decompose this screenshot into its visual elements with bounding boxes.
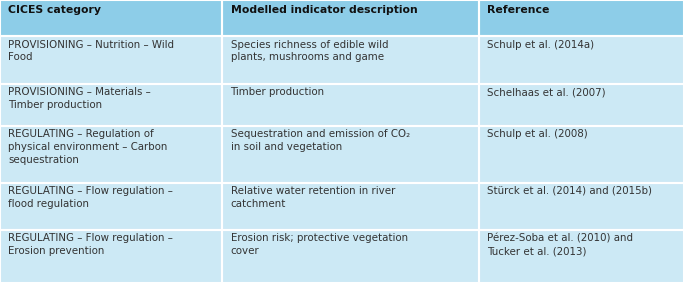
Text: REGULATING – Regulation of
physical environment – Carbon
sequestration: REGULATING – Regulation of physical envi…: [8, 129, 168, 165]
Bar: [479, 0, 684, 36]
Bar: [222, 126, 479, 183]
Bar: [222, 183, 479, 230]
Bar: [0, 230, 222, 283]
Bar: [479, 36, 684, 84]
Text: Timber production: Timber production: [231, 87, 325, 97]
Text: Schulp et al. (2008): Schulp et al. (2008): [487, 129, 588, 140]
Text: REGULATING – Flow regulation –
Erosion prevention: REGULATING – Flow regulation – Erosion p…: [8, 233, 173, 256]
Bar: [479, 84, 684, 126]
Text: CICES category: CICES category: [8, 5, 101, 14]
Text: PROVISIONING – Materials –
Timber production: PROVISIONING – Materials – Timber produc…: [8, 87, 151, 110]
Text: Species richness of edible wild
plants, mushrooms and game: Species richness of edible wild plants, …: [231, 40, 388, 63]
Text: Schelhaas et al. (2007): Schelhaas et al. (2007): [487, 87, 605, 97]
Bar: [479, 126, 684, 183]
Text: Schulp et al. (2014a): Schulp et al. (2014a): [487, 40, 594, 50]
Text: Pérez-Soba et al. (2010) and
Tucker et al. (2013): Pérez-Soba et al. (2010) and Tucker et a…: [487, 233, 633, 256]
Text: Relative water retention in river
catchment: Relative water retention in river catchm…: [231, 186, 395, 209]
Bar: [222, 0, 479, 36]
Text: Sequestration and emission of CO₂
in soil and vegetation: Sequestration and emission of CO₂ in soi…: [231, 129, 410, 152]
Bar: [222, 84, 479, 126]
Bar: [0, 126, 222, 183]
Bar: [222, 230, 479, 283]
Bar: [479, 230, 684, 283]
Text: Stürck et al. (2014) and (2015b): Stürck et al. (2014) and (2015b): [487, 186, 652, 196]
Text: Reference: Reference: [487, 5, 549, 14]
Bar: [0, 36, 222, 84]
Bar: [479, 183, 684, 230]
Text: Modelled indicator description: Modelled indicator description: [231, 5, 417, 14]
Text: REGULATING – Flow regulation –
flood regulation: REGULATING – Flow regulation – flood reg…: [8, 186, 173, 209]
Bar: [0, 183, 222, 230]
Bar: [0, 84, 222, 126]
Bar: [222, 36, 479, 84]
Text: Erosion risk; protective vegetation
cover: Erosion risk; protective vegetation cove…: [231, 233, 408, 256]
Text: PROVISIONING – Nutrition – Wild
Food: PROVISIONING – Nutrition – Wild Food: [8, 40, 174, 63]
Bar: [0, 0, 222, 36]
